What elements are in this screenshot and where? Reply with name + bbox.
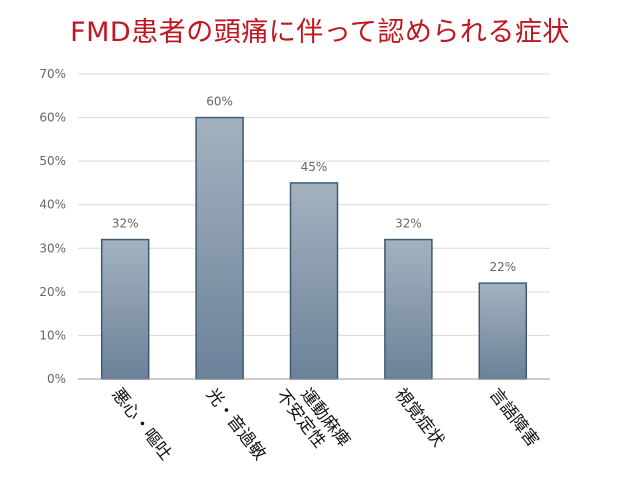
category-label-line: 光・音過敏 [202,385,270,464]
y-tick-label: 30% [39,241,66,255]
value-label: 45% [301,160,328,174]
category-label: 言語障害 [485,385,543,451]
category-label-line: 視覚症状 [390,385,448,451]
bar [195,116,244,380]
category-label: 視覚症状 [390,385,448,451]
category-label: 悪心・嘔吐 [107,385,175,464]
y-tick-label: 60% [39,111,66,125]
value-label: 32% [112,217,139,231]
category-label: 光・音過敏 [202,385,270,464]
y-tick-label: 40% [39,198,66,212]
value-label: 22% [489,260,516,274]
bar [478,282,528,380]
y-tick-label: 20% [39,285,66,299]
bar [384,238,433,380]
y-tick-label: 50% [39,154,66,168]
bar [100,238,150,380]
y-axis-ticks: 0% 10% 20% 30% 40% 50% 60% 70% [39,67,66,386]
value-labels: 32% 60% 45% 32% 22% [112,95,516,275]
chart-title: FMD患者の頭痛に伴って認められる症状 [70,17,570,48]
y-tick-label: 0% [47,372,66,386]
value-label: 32% [395,217,422,231]
y-tick-label: 70% [39,67,66,81]
y-tick-label: 10% [39,328,66,342]
category-label-line: 悪心・嘔吐 [107,385,175,464]
bar [289,182,339,380]
category-label-line: 言語障害 [485,385,543,451]
value-label: 60% [206,95,233,109]
